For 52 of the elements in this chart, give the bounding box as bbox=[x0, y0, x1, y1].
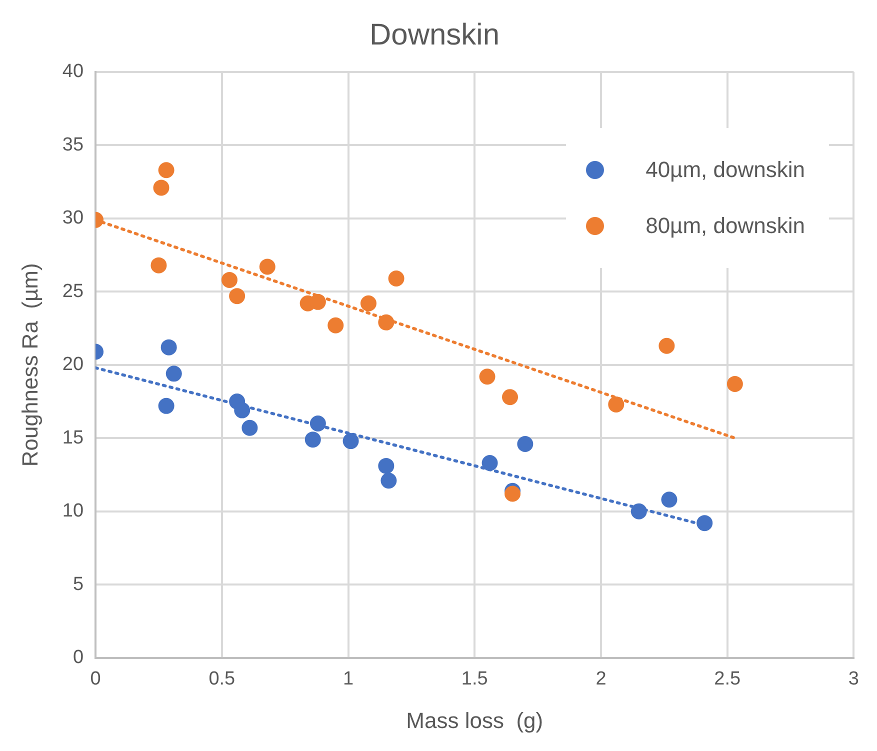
point bbox=[234, 402, 250, 418]
point bbox=[696, 515, 713, 532]
point bbox=[517, 436, 534, 452]
y-tick-label: 25 bbox=[62, 280, 84, 302]
point bbox=[242, 420, 258, 436]
x-tick-label: 2.5 bbox=[714, 668, 741, 690]
point bbox=[378, 314, 394, 330]
point bbox=[380, 472, 397, 489]
point bbox=[328, 317, 344, 334]
y-tick-label: 10 bbox=[62, 500, 84, 522]
point bbox=[153, 180, 170, 196]
point bbox=[229, 288, 246, 304]
y-tick-label: 30 bbox=[62, 208, 84, 229]
point bbox=[360, 295, 376, 312]
point bbox=[378, 458, 394, 474]
y-axis-title: Roughness Ra (µm) bbox=[17, 263, 42, 467]
point bbox=[259, 258, 276, 275]
point bbox=[608, 396, 624, 412]
point bbox=[726, 376, 743, 392]
legend-label: 40µm, downskin bbox=[646, 157, 805, 183]
point bbox=[304, 432, 321, 448]
point bbox=[166, 366, 182, 382]
y-tick-label: 5 bbox=[72, 574, 84, 595]
point bbox=[661, 492, 678, 508]
x-axis-title: Mass loss (g) bbox=[406, 708, 544, 733]
x-tick-label: 0.5 bbox=[208, 668, 236, 690]
point bbox=[310, 415, 326, 432]
y-tick-label: 35 bbox=[62, 134, 84, 156]
x-tick-label: 1 bbox=[342, 668, 354, 690]
point bbox=[221, 272, 238, 288]
point bbox=[158, 398, 174, 414]
chart-title: Downskin bbox=[369, 18, 500, 52]
point bbox=[479, 368, 496, 385]
point bbox=[160, 339, 177, 356]
point bbox=[658, 338, 675, 354]
y-tick-label: 0 bbox=[72, 647, 84, 668]
x-tick-label: 3 bbox=[848, 668, 860, 690]
y-tick-label: 40 bbox=[62, 61, 84, 82]
point bbox=[342, 433, 359, 450]
point bbox=[630, 503, 647, 520]
point bbox=[158, 162, 174, 178]
legend-label: 80µm, downskin bbox=[646, 213, 805, 239]
x-tick-label: 0 bbox=[90, 668, 101, 690]
point bbox=[150, 257, 167, 274]
x-tick-label: 2 bbox=[596, 668, 606, 690]
y-tick-label: 15 bbox=[62, 427, 84, 448]
point bbox=[504, 486, 521, 502]
point bbox=[388, 270, 404, 286]
point bbox=[482, 455, 498, 472]
point bbox=[502, 389, 518, 406]
x-tick-label: 1.5 bbox=[461, 668, 488, 690]
y-tick-label: 20 bbox=[62, 354, 84, 376]
